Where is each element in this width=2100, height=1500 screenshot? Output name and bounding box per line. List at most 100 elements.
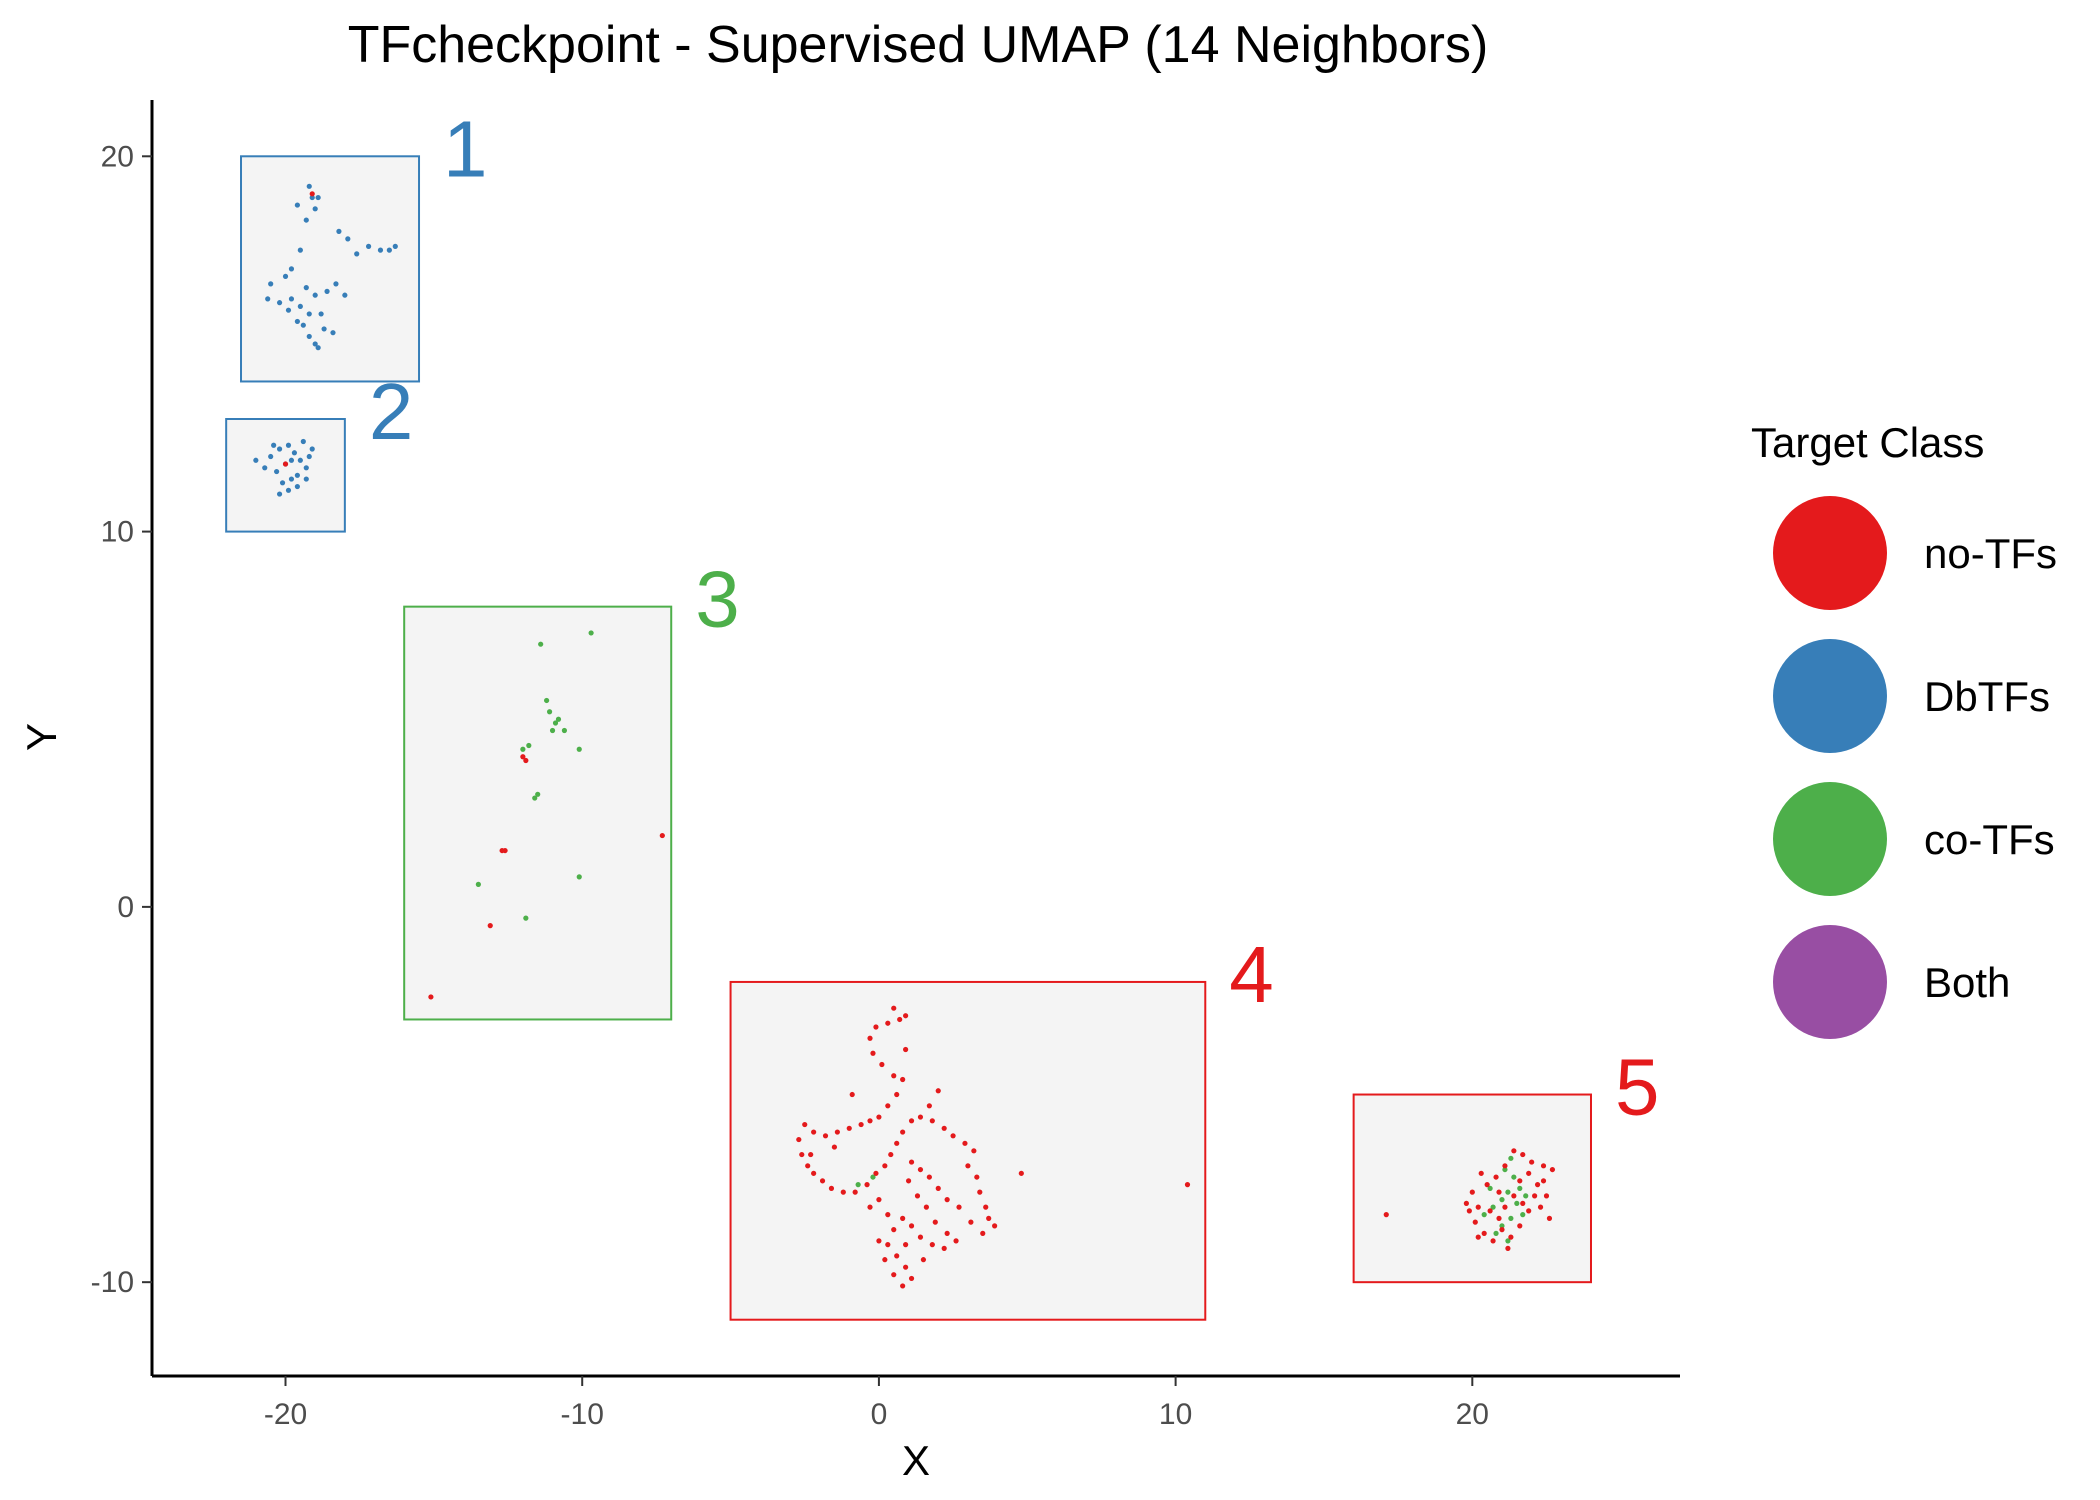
point-dbtfs-23 — [324, 288, 330, 294]
point-no-tfs-25 — [846, 1125, 852, 1131]
point-no-tfs-24 — [858, 1121, 864, 1128]
point-no-tfs-1 — [282, 461, 289, 467]
point-no-tfs-34 — [819, 1178, 826, 1184]
point-dbtfs-16 — [268, 281, 274, 287]
point-co-tfs-28 — [1502, 1166, 1508, 1173]
point-no-tfs-83 — [882, 1257, 888, 1263]
point-no-tfs-115 — [1502, 1163, 1508, 1169]
point-no-tfs-55 — [986, 1215, 992, 1221]
point-dbtfs-26 — [300, 322, 306, 328]
region-boxes: 1 2 3 4 5 — [225, 104, 1659, 1321]
point-no-tfs-84 — [876, 1238, 882, 1244]
point-co-tfs-33 — [1520, 1212, 1526, 1218]
point-no-tfs-119 — [1466, 1208, 1472, 1214]
point-no-tfs-122 — [1508, 1234, 1514, 1240]
point-dbtfs-35 — [318, 311, 324, 317]
point-dbtfs-49 — [300, 438, 306, 445]
point-no-tfs-17 — [891, 1073, 897, 1079]
point-no-tfs-5 — [499, 847, 505, 854]
point-no-tfs-64 — [908, 1159, 915, 1165]
point-no-tfs-3 — [523, 757, 529, 764]
chart-title: TFcheckpoint - Supervised UMAP (14 Neigh… — [348, 16, 1489, 74]
point-dbtfs-41 — [297, 457, 303, 463]
point-co-tfs-4 — [552, 720, 559, 726]
legend: Target Class no-TFs DbTFs co-TFs Both — [1751, 419, 2057, 1039]
point-dbtfs-37 — [268, 453, 274, 460]
point-dbtfs-31 — [315, 345, 321, 351]
point-dbtfs-51 — [285, 487, 292, 493]
point-no-tfs-87 — [867, 1204, 873, 1210]
y-axis-title: Y — [18, 723, 65, 751]
point-no-tfs-121 — [1499, 1227, 1505, 1233]
point-no-tfs-113 — [1520, 1151, 1526, 1158]
point-no-tfs-47 — [941, 1125, 947, 1131]
point-dbtfs-54 — [262, 465, 268, 471]
legend-swatch-both — [1773, 925, 1887, 1039]
point-no-tfs-86 — [876, 1197, 882, 1203]
point-co-tfs-5 — [555, 716, 562, 722]
point-no-tfs-100 — [1472, 1219, 1478, 1225]
point-co-tfs-6 — [549, 727, 556, 734]
point-no-tfs-37 — [852, 1189, 858, 1195]
point-no-tfs-125 — [1537, 1204, 1544, 1210]
point-no-tfs-61 — [935, 1185, 941, 1191]
legend-swatch-dbtfs — [1773, 639, 1887, 753]
point-dbtfs-15 — [282, 273, 289, 279]
point-dbtfs-7 — [345, 236, 351, 242]
point-no-tfs-82 — [891, 1272, 897, 1278]
point-no-tfs-92 — [808, 1151, 814, 1158]
point-co-tfs-15 — [523, 915, 529, 921]
point-co-tfs-16 — [855, 1182, 861, 1188]
point-no-tfs-31 — [799, 1151, 805, 1158]
point-co-tfs-3 — [546, 709, 553, 715]
point-no-tfs-68 — [932, 1219, 938, 1225]
point-no-tfs-26 — [834, 1129, 840, 1135]
point-no-tfs-59 — [956, 1204, 962, 1210]
point-co-tfs-23 — [1508, 1215, 1514, 1221]
point-dbtfs-9 — [377, 247, 384, 253]
point-no-tfs-102 — [1490, 1238, 1496, 1244]
point-co-tfs-17 — [870, 1174, 876, 1180]
point-co-tfs-9 — [520, 746, 526, 752]
point-no-tfs-127 — [1463, 1200, 1469, 1206]
point-no-tfs-29 — [802, 1121, 808, 1128]
point-co-tfs-27 — [1511, 1174, 1517, 1180]
point-dbtfs-52 — [294, 483, 300, 490]
point-no-tfs-9 — [891, 1005, 897, 1011]
point-no-tfs-28 — [811, 1129, 817, 1135]
point-dbtfs-50 — [306, 453, 312, 460]
point-no-tfs-72 — [929, 1242, 935, 1248]
region-label-4: 4 — [1229, 930, 1274, 1019]
point-co-tfs-8 — [526, 742, 532, 749]
point-no-tfs-40 — [882, 1163, 888, 1169]
point-no-tfs-11 — [897, 1016, 903, 1023]
point-no-tfs-81 — [900, 1283, 906, 1289]
point-no-tfs-0 — [309, 191, 315, 197]
point-no-tfs-71 — [941, 1245, 947, 1251]
point-dbtfs-0 — [306, 183, 312, 189]
point-no-tfs-20 — [894, 1091, 900, 1098]
point-no-tfs-10 — [903, 1013, 909, 1019]
point-no-tfs-69 — [944, 1230, 950, 1236]
x-axis-title: X — [902, 1437, 930, 1484]
point-no-tfs-74 — [908, 1223, 915, 1229]
legend-swatch-no-tfs — [1773, 496, 1887, 610]
point-no-tfs-56 — [992, 1223, 998, 1229]
point-no-tfs-95 — [926, 1103, 932, 1109]
point-dbtfs-1 — [309, 194, 315, 201]
point-no-tfs-73 — [917, 1234, 924, 1240]
axis-ticks: -20 -10 0 10 20 -10 0 10 20 — [91, 140, 1489, 1431]
point-co-tfs-12 — [532, 795, 538, 801]
point-co-tfs-0 — [538, 641, 544, 647]
point-dbtfs-29 — [321, 326, 327, 332]
point-no-tfs-124 — [1526, 1208, 1532, 1214]
point-no-tfs-15 — [870, 1050, 876, 1056]
point-no-tfs-58 — [968, 1219, 974, 1225]
region-box-3 — [403, 605, 673, 1021]
point-no-tfs-79 — [903, 1264, 909, 1270]
point-no-tfs-116 — [1493, 1174, 1499, 1180]
point-no-tfs-62 — [926, 1174, 932, 1180]
point-co-tfs-32 — [1505, 1238, 1511, 1244]
point-no-tfs-66 — [914, 1193, 921, 1199]
point-dbtfs-17 — [265, 296, 271, 302]
